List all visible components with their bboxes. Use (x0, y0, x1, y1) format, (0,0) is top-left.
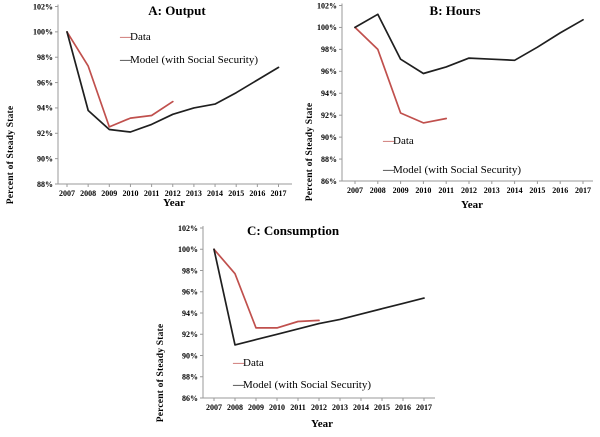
legend-label-model: Model (with Social Security) (243, 379, 372, 391)
y-tick-label: 100% (33, 28, 53, 37)
chart-a-y-axis-title: Percent of Steady State (6, 105, 16, 205)
x-tick-label: 2015 (228, 189, 244, 198)
x-tick-label: 2009 (393, 186, 409, 195)
y-tick-label: 86% (321, 177, 337, 186)
data-series-marker: — (233, 357, 244, 369)
y-tick-label: 98% (37, 53, 53, 62)
x-tick-label: 2013 (332, 403, 348, 412)
chart-c-plot: 86% 88% 90% 92% 94% 96% 98% 100% 102% 2007 2008 200… (178, 224, 435, 412)
legend-label-data: Data (393, 135, 414, 147)
data-series-line (354, 26, 448, 124)
legend-entry-data: —Data (383, 135, 414, 147)
chart-a-title: A: Output (148, 3, 206, 18)
y-tick-label: 98% (182, 266, 198, 275)
x-tick-label: 2008 (80, 189, 96, 198)
chart-b-plot: 86% 88% 90% 92% 94% 96% 98% 100% 102% 2007 2008 200… (317, 1, 593, 195)
legend-label-data: Data (243, 357, 264, 369)
model-series-marker: — (233, 379, 244, 391)
x-tick-label: 2013 (186, 189, 202, 198)
panel-a-output: 88% 90% 92% 94% 96% 98% 100% 102% 2007 2008 2009 20… (0, 0, 300, 215)
chart-b-title: B: Hours (429, 3, 481, 18)
x-tick-label: 2010 (415, 186, 431, 195)
panel-c-consumption: 86% 88% 90% 92% 94% 96% 98% 100% 102% 2007 2008 200… (150, 215, 450, 437)
x-tick-label: 2012 (461, 186, 477, 195)
x-tick-label: 2012 (165, 189, 181, 198)
y-tick-label: 90% (37, 154, 53, 163)
y-tick-label: 92% (182, 330, 198, 339)
legend-label-data: Data (130, 31, 151, 43)
y-tick-label: 102% (317, 1, 337, 10)
y-tick-label: 94% (182, 309, 198, 318)
y-tick-label: 96% (37, 78, 53, 87)
x-tick-label: 2009 (248, 403, 264, 412)
x-tick-label: 2014 (207, 189, 223, 198)
x-tick-label: 2011 (290, 403, 306, 412)
legend-entry-data: —Data (120, 31, 151, 43)
data-series-marker: — (120, 31, 131, 43)
legend-entry-data: —Data (233, 357, 264, 369)
chart-b-x-axis-title: Year (461, 199, 483, 211)
y-tick-label: 90% (321, 133, 337, 142)
x-tick-label: 2017 (575, 186, 591, 195)
x-tick-label: 2009 (101, 189, 117, 198)
x-tick-label: 2016 (552, 186, 568, 195)
x-tick-label: 2015 (374, 403, 390, 412)
model-series-line (66, 31, 280, 133)
x-tick-label: 2008 (227, 403, 243, 412)
model-series-line (213, 248, 425, 346)
model-series-marker: — (120, 54, 131, 66)
y-tick-label: 102% (178, 224, 198, 233)
x-tick-label: 2017 (271, 189, 287, 198)
y-tick-label: 88% (182, 373, 198, 382)
x-tick-label: 2017 (416, 403, 432, 412)
chart-a-x-axis-title: Year (163, 197, 185, 209)
y-tick-label: 88% (321, 155, 337, 164)
y-tick-label: 102% (33, 2, 53, 11)
y-tick-label: 96% (182, 288, 198, 297)
y-tick-label: 94% (37, 104, 53, 113)
x-tick-label: 2010 (122, 189, 138, 198)
y-tick-label: 98% (321, 45, 337, 54)
model-series-marker: — (383, 164, 394, 176)
legend-label-model: Model (with Social Security) (130, 54, 259, 66)
chart-c-x-axis-title: Year (311, 418, 333, 430)
chart-b-y-axis-title: Percent of Steady State (305, 102, 315, 202)
y-tick-label: 100% (317, 23, 337, 32)
y-tick-label: 94% (321, 89, 337, 98)
x-tick-label: 2011 (144, 189, 160, 198)
legend-entry-model: —Model (with Social Security) (120, 54, 258, 66)
x-tick-label: 2014 (507, 186, 523, 195)
y-tick-label: 88% (37, 180, 53, 189)
x-tick-label: 2007 (206, 403, 222, 412)
y-tick-label: 92% (321, 111, 337, 120)
panel-b-hours: 86% 88% 90% 92% 94% 96% 98% 100% 102% 2007 2008 200… (300, 0, 600, 215)
model-series-line (354, 13, 584, 75)
x-tick-label: 2011 (438, 186, 454, 195)
x-tick-label: 2008 (370, 186, 386, 195)
data-series-line (66, 31, 174, 128)
y-tick-label: 96% (321, 67, 337, 76)
x-tick-label: 2010 (269, 403, 285, 412)
data-series-marker: — (383, 135, 394, 147)
x-tick-label: 2007 (59, 189, 75, 198)
y-tick-label: 100% (178, 245, 198, 254)
x-tick-label: 2015 (529, 186, 545, 195)
chart-c-y-axis-title: Percent of Steady State (156, 323, 166, 423)
legend-entry-model: —Model (with Social Security) (233, 379, 371, 391)
chart-a-plot: 88% 90% 92% 94% 96% 98% 100% 102% 2007 2008 2009 20… (33, 2, 292, 198)
legend-label-model: Model (with Social Security) (393, 164, 522, 176)
x-tick-label: 2013 (484, 186, 500, 195)
x-tick-label: 2016 (395, 403, 411, 412)
x-tick-label: 2007 (347, 186, 363, 195)
data-series-line (213, 248, 320, 329)
legend-entry-model: —Model (with Social Security) (383, 164, 521, 176)
chart-c-title: C: Consumption (246, 223, 340, 238)
y-tick-label: 90% (182, 351, 198, 360)
x-tick-label: 2016 (249, 189, 265, 198)
y-tick-label: 86% (182, 394, 198, 403)
x-tick-label: 2012 (311, 403, 327, 412)
y-tick-label: 92% (37, 129, 53, 138)
x-tick-label: 2014 (353, 403, 369, 412)
